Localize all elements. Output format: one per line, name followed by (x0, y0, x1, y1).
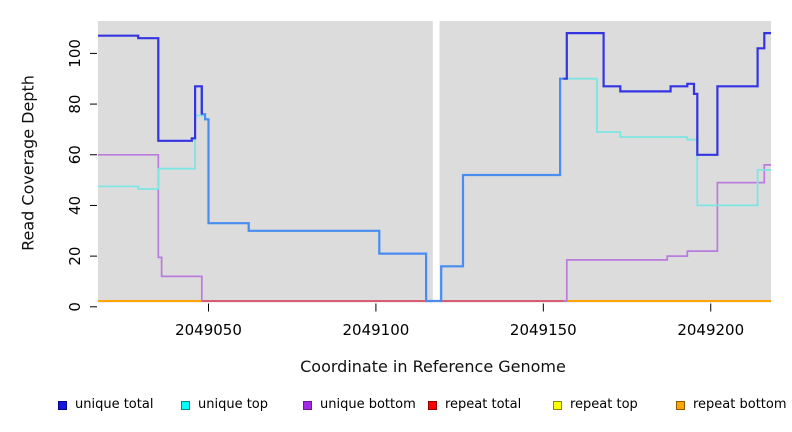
coverage-chart: 2049050 2049100 2049150 2049200 0 20 40 60 80 100 (66, 21, 771, 339)
x-axis-tick-label: 2049200 (677, 321, 744, 339)
legend-label: unique bottom (320, 397, 416, 412)
legend-item-repeat-top: repeat top (553, 398, 638, 412)
legend-label: unique total (75, 397, 154, 412)
y-axis-tick-label: 80 (66, 95, 84, 114)
y-axis-tick-label: 60 (66, 145, 84, 164)
legend-swatch-repeat-total (428, 400, 437, 410)
unique-total-line-overlap (200, 77, 564, 303)
legend-item-unique-total: unique total (58, 398, 153, 412)
legend-item-repeat-total: repeat total (428, 398, 521, 412)
legend-label: repeat top (570, 397, 638, 412)
legend-swatch-repeat-bottom (676, 400, 685, 410)
legend-label: repeat bottom (693, 397, 787, 412)
legend-label: unique top (198, 397, 269, 412)
unique-total-line-left (98, 34, 203, 142)
x-axis-tick-label: 2049050 (175, 321, 242, 339)
unique-bottom-line-left (98, 153, 203, 301)
legend-label: repeat total (445, 397, 522, 412)
mask-band (432, 21, 440, 303)
legend-item-unique-top: unique top (181, 398, 268, 412)
x-axis-title: Coordinate in Reference Genome (300, 357, 566, 376)
x-axis-tick-label: 2049100 (342, 321, 409, 339)
legend-swatch-repeat-top (553, 400, 562, 410)
y-axis-tick-label: 0 (66, 302, 84, 312)
x-axis-tick-label: 2049150 (510, 321, 577, 339)
y-axis-tick-label: 40 (66, 196, 84, 215)
legend-swatch-unique-top (181, 400, 190, 410)
y-axis-tick-label: 100 (66, 39, 84, 68)
legend-swatch-unique-total (58, 400, 67, 410)
legend-item-repeat-bottom: repeat bottom (676, 398, 787, 412)
legend-item-unique-bottom: unique bottom (303, 398, 416, 412)
unique-bottom-line-right (563, 164, 771, 302)
legend-swatch-unique-bottom (303, 400, 312, 410)
y-axis-tick-label: 20 (66, 247, 84, 266)
y-axis-title: Read Coverage Depth (18, 75, 38, 251)
unique-total-line-right (563, 32, 771, 156)
